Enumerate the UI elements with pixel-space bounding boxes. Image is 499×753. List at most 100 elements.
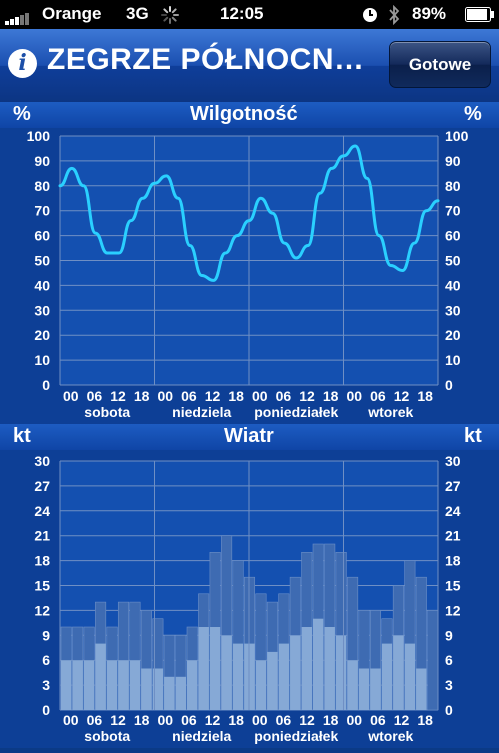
- humidity-title: Wilgotność: [190, 103, 298, 125]
- wind-speed-bar: [416, 668, 427, 710]
- wind-speed-bar: [198, 627, 209, 710]
- wind-speed-bar: [175, 676, 186, 710]
- x-hour-label: 12: [110, 388, 126, 404]
- x-hour-label: 18: [228, 712, 244, 728]
- wind-unit-right: kt: [464, 425, 482, 447]
- wind-speed-bar: [221, 635, 232, 710]
- x-day-label: wtorek: [367, 728, 413, 744]
- wind-speed-bar: [358, 668, 370, 710]
- x-hour-label: 00: [347, 712, 363, 728]
- wind-speed-bar: [106, 660, 118, 710]
- info-icon[interactable]: i: [8, 49, 37, 78]
- x-day-label: poniedziałek: [254, 728, 338, 744]
- y-tick-label-right: 9: [445, 627, 453, 643]
- y-tick-label-left: 24: [34, 503, 50, 519]
- x-day-label: wtorek: [367, 404, 413, 420]
- y-tick-label-left: 27: [34, 478, 50, 494]
- x-hour-label: 18: [323, 388, 339, 404]
- y-tick-label-left: 40: [34, 277, 50, 293]
- x-hour-label: 06: [87, 712, 103, 728]
- location-title: ZEGRZE PÓŁNOCN…: [47, 43, 365, 76]
- x-hour-label: 12: [394, 712, 410, 728]
- y-tick-label-right: 70: [445, 203, 461, 219]
- wind-speed-bar: [152, 668, 164, 710]
- humidity-series-line: [58, 144, 440, 282]
- wind-chart: 0 0 3 3 6 6 9 9 12 12 15 15 18 18 21 21 24 24 27 27 30 30 00 06…: [0, 450, 499, 748]
- wind-speed-bar: [61, 660, 72, 710]
- x-hour-label: 06: [276, 712, 292, 728]
- y-tick-label-right: 90: [445, 153, 461, 169]
- x-hour-label: 00: [347, 388, 363, 404]
- wind-speed-bar: [290, 635, 301, 710]
- wind-speed-bar: [164, 676, 175, 710]
- wind-speed-bar: [232, 643, 244, 710]
- wind-speed-bar: [187, 660, 198, 710]
- alarm-clock-icon: [362, 7, 378, 28]
- x-day-label: sobota: [84, 404, 130, 420]
- y-tick-label-left: 9: [42, 627, 50, 643]
- x-day-label: poniedziałek: [254, 404, 338, 420]
- x-hour-label: 18: [134, 712, 150, 728]
- y-tick-label-right: 30: [445, 302, 461, 318]
- y-tick-label-right: 60: [445, 228, 461, 244]
- y-tick-label-left: 50: [34, 253, 50, 269]
- y-tick-label-left: 12: [34, 602, 50, 618]
- y-tick-label-left: 0: [42, 702, 50, 718]
- y-tick-label-left: 80: [34, 178, 50, 194]
- done-button[interactable]: Gotowe: [389, 41, 491, 88]
- carrier-name: Orange: [42, 4, 102, 23]
- y-tick-label-right: 6: [445, 652, 453, 668]
- wind-speed-bar: [278, 643, 290, 710]
- x-hour-label: 18: [417, 388, 433, 404]
- y-tick-label-left: 100: [27, 128, 51, 144]
- y-tick-label-left: 60: [34, 228, 50, 244]
- signal-icon: [5, 10, 35, 30]
- humidity-unit-left: %: [13, 103, 31, 125]
- clock-time: 12:05: [220, 4, 264, 23]
- wind-speed-bar: [370, 668, 381, 710]
- y-tick-label-left: 10: [34, 352, 50, 368]
- y-tick-label-left: 3: [42, 677, 50, 693]
- wind-speed-bar: [404, 643, 416, 710]
- bluetooth-icon: [388, 4, 400, 30]
- x-hour-label: 12: [394, 388, 410, 404]
- y-tick-label-left: 6: [42, 652, 50, 668]
- network-type: 3G: [126, 4, 149, 23]
- wind-speed-bar: [324, 627, 335, 710]
- y-tick-label-left: 30: [34, 302, 50, 318]
- y-tick-label-right: 80: [445, 178, 461, 194]
- y-tick-label-right: 12: [445, 602, 461, 618]
- x-hour-label: 00: [63, 712, 79, 728]
- wind-section-header: kt Wiatr kt: [0, 424, 499, 450]
- y-tick-label-left: 0: [42, 377, 50, 393]
- x-hour-label: 12: [205, 388, 221, 404]
- x-hour-label: 06: [370, 712, 386, 728]
- x-hour-label: 00: [252, 712, 268, 728]
- wind-speed-bar: [129, 660, 141, 710]
- y-tick-label-right: 100: [445, 128, 469, 144]
- wind-speed-bar: [209, 627, 221, 710]
- y-tick-label-right: 24: [445, 503, 461, 519]
- y-tick-label-right: 15: [445, 578, 461, 594]
- wind-speed-bar: [267, 651, 278, 710]
- humidity-section-header: % Wilgotność %: [0, 102, 499, 128]
- y-tick-label-right: 21: [445, 528, 461, 544]
- wind-gust-bar: [427, 610, 439, 711]
- x-day-label: sobota: [84, 728, 130, 744]
- x-hour-label: 18: [417, 712, 433, 728]
- x-hour-label: 06: [87, 388, 103, 404]
- y-tick-label-right: 10: [445, 352, 461, 368]
- x-hour-label: 12: [299, 712, 315, 728]
- y-tick-label-right: 40: [445, 277, 461, 293]
- wind-speed-bar: [72, 660, 83, 710]
- y-tick-label-right: 50: [445, 253, 461, 269]
- x-hour-label: 12: [205, 712, 221, 728]
- wind-speed-bar: [118, 660, 129, 710]
- y-tick-label-left: 18: [34, 553, 50, 569]
- battery-percentage: 89%: [412, 4, 447, 23]
- x-hour-label: 06: [276, 388, 292, 404]
- x-hour-label: 06: [181, 388, 197, 404]
- wind-speed-bar: [313, 618, 324, 710]
